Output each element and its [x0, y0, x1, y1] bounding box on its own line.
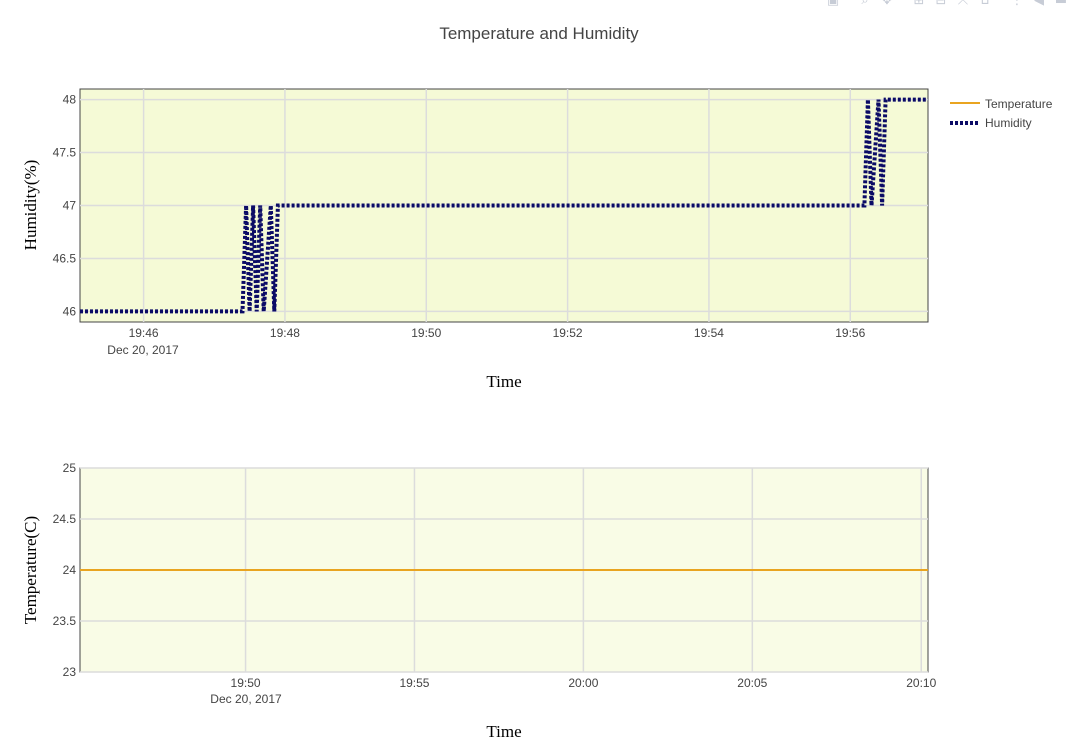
zoom-icon[interactable]: ⌕: [861, 0, 869, 8]
temperature-x-date: Dec 20, 2017: [210, 692, 282, 706]
legend-temperature-label: Temperature: [985, 97, 1053, 111]
humidity-plot[interactable]: 46 46.5 47 47.5 48 19:46 19:48 19:50 19:52 19:54…: [21, 88, 929, 391]
camera-icon[interactable]: ▣: [826, 0, 840, 8]
humidity-x-tick-label: 19:52: [553, 326, 583, 340]
modebar: ▣ ⌕ ✥ ⊞ ⊟ ⤧ ⌂ ⋮ ◀ ▬: [825, 0, 1069, 8]
temperature-x-ticks: 19:50 19:55 20:00 20:05 20:10: [231, 676, 937, 690]
humidity-series: [80, 97, 928, 314]
humidity-x-tick-label: 19:54: [694, 326, 724, 340]
pan-icon[interactable]: ✥: [881, 0, 893, 8]
humidity-x-date: Dec 20, 2017: [107, 343, 179, 357]
zoom-in-icon[interactable]: ⊞: [913, 0, 925, 8]
home-icon[interactable]: ⌂: [980, 0, 990, 8]
humidity-x-tick-label: 19:46: [129, 326, 159, 340]
temperature-x-axis-title: Time: [486, 722, 521, 741]
humidity-y-tick-label: 47: [63, 199, 77, 213]
humidity-y-tick-label: 48: [63, 93, 77, 107]
humidity-y-tick-label: 47.5: [53, 146, 77, 160]
temperature-y-tick-label: 23.5: [53, 614, 77, 628]
humidity-y-tick-label: 46: [63, 304, 77, 318]
humidity-y-axis-title: Humidity(%): [21, 160, 40, 251]
humidity-x-tick-label: 19:48: [270, 326, 300, 340]
legend-item-humidity[interactable]: Humidity: [950, 116, 1032, 130]
temperature-plot[interactable]: 23 23.5 24 24.5 25 19:50 19:55 20:00 20:05 20:10…: [21, 461, 937, 741]
chart-title: Temperature and Humidity: [439, 24, 639, 43]
zoom-out-icon[interactable]: ⊟: [935, 0, 947, 8]
temperature-x-tick-label: 20:05: [737, 676, 767, 690]
humidity-y-tick-label: 46.5: [53, 251, 77, 265]
temperature-y-tick-label: 23: [63, 665, 77, 679]
temperature-y-tick-label: 25: [63, 461, 77, 475]
compare-hover-icon[interactable]: ◀: [1034, 0, 1044, 8]
series-humidity-line[interactable]: [80, 97, 928, 314]
temperature-y-tick-label: 24: [63, 563, 77, 577]
temperature-x-tick-label: 19:55: [399, 676, 429, 690]
legend-item-temperature[interactable]: Temperature: [950, 97, 1053, 111]
temperature-y-ticks: 23 23.5 24 24.5 25: [53, 461, 77, 679]
legend: Temperature Humidity: [950, 97, 1053, 130]
temperature-x-tick-label: 20:10: [906, 676, 936, 690]
legend-humidity-label: Humidity: [985, 116, 1032, 130]
autoscale-icon[interactable]: ⤧: [957, 0, 969, 8]
temperature-x-tick-label: 19:50: [231, 676, 261, 690]
humidity-x-tick-label: 19:50: [411, 326, 441, 340]
closest-hover-icon[interactable]: ▬: [1054, 0, 1068, 8]
humidity-x-ticks: 19:46 19:48 19:50 19:52 19:54 19:56: [129, 326, 866, 340]
spike-lines-icon[interactable]: ⋮: [1010, 0, 1024, 8]
temperature-y-axis-title: Temperature(C): [21, 516, 40, 624]
temperature-y-tick-label: 24.5: [53, 512, 77, 526]
humidity-x-axis-title: Time: [486, 372, 521, 391]
humidity-y-ticks: 46 46.5 47 47.5 48: [53, 93, 77, 319]
temperature-x-tick-label: 20:00: [568, 676, 598, 690]
humidity-x-tick-label: 19:56: [835, 326, 865, 340]
